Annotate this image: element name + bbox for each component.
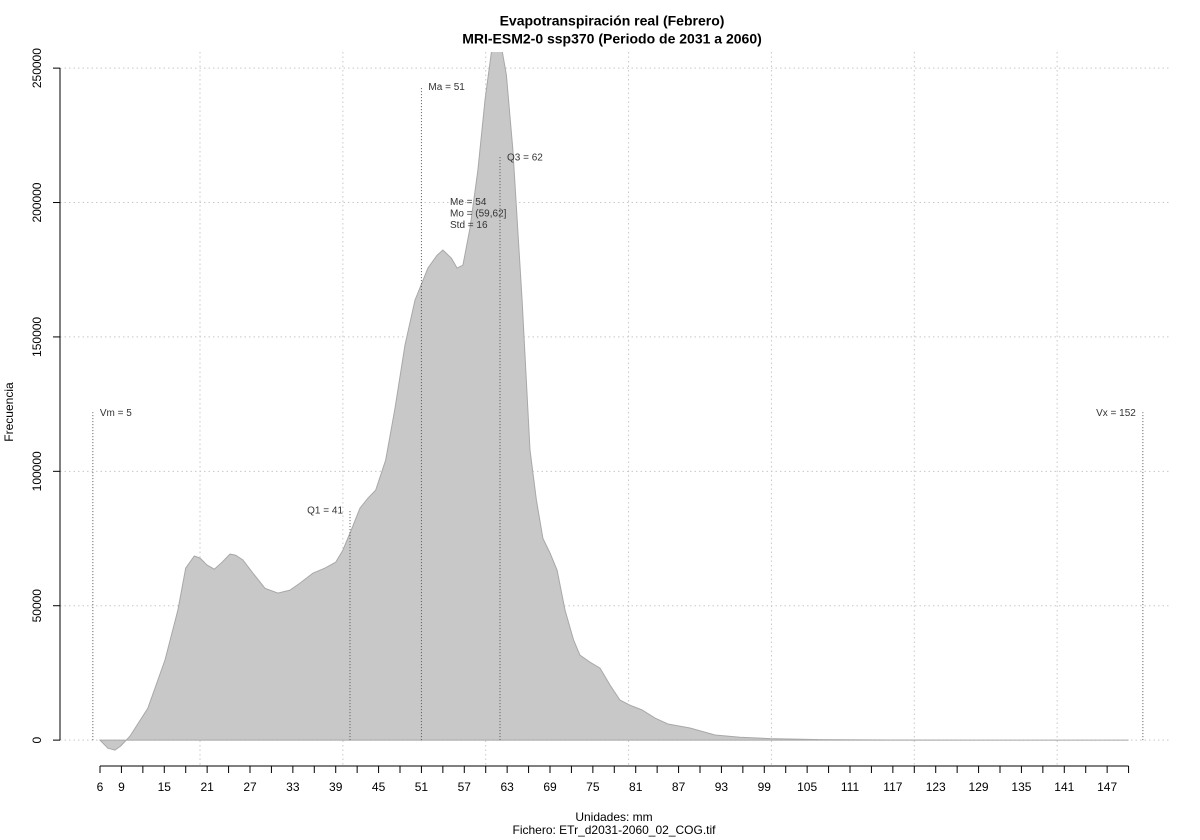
stats-label: Mo = (59,62]	[450, 209, 507, 220]
x-tick-label: 105	[797, 780, 817, 794]
chart-title: Evapotranspiración real (Febrero)	[500, 13, 725, 29]
x-tick-label: 93	[715, 780, 729, 794]
annotation-label: Q1 = 41	[307, 506, 343, 517]
x-tick-label: 81	[629, 780, 643, 794]
annotation-label: Vm = 5	[100, 408, 132, 419]
y-tick-label: 150000	[30, 317, 44, 357]
x-tick-label: 6	[97, 780, 104, 794]
x-tick-label: 123	[926, 780, 946, 794]
y-axis-label: Frecuencia	[2, 382, 16, 442]
x-tick-label: 111	[841, 780, 860, 794]
y-tick-label: 200000	[30, 182, 44, 222]
x-tick-label: 15	[158, 780, 172, 794]
plot-area	[98, 52, 1129, 751]
chart-title: MRI-ESM2-0 ssp370 (Periodo de 2031 a 206…	[462, 31, 762, 47]
x-tick-label: 39	[329, 780, 343, 794]
x-tick-label: 117	[883, 780, 902, 794]
x-tick-label: 27	[243, 780, 257, 794]
x-tick-label: 75	[586, 780, 600, 794]
y-tick-label: 50000	[30, 589, 44, 623]
x-tick-label: 57	[458, 780, 472, 794]
x-axis-label: Unidades: mm	[575, 810, 652, 824]
y-tick-label: 250000	[30, 48, 44, 88]
stats-label: Std = 16	[450, 220, 488, 231]
x-tick-label: 51	[415, 780, 429, 794]
x-tick-label: 45	[372, 780, 386, 794]
x-tick-label: 135	[1011, 780, 1031, 794]
y-tick-label: 0	[30, 736, 44, 743]
x-tick-label: 21	[200, 780, 214, 794]
annotation-label: Q3 = 62	[507, 153, 543, 164]
x-tick-label: 99	[758, 780, 772, 794]
x-tick-label: 87	[672, 780, 686, 794]
y-tick-label: 100000	[30, 451, 44, 491]
stats-label: Me = 54	[450, 197, 487, 208]
x-tick-label: 69	[543, 780, 557, 794]
subtitle: Fichero: ETr_d2031-2060_02_COG.tif	[513, 823, 717, 837]
x-tick-label: 63	[500, 780, 514, 794]
x-tick-label: 141	[1054, 780, 1074, 794]
x-tick-label: 147	[1097, 780, 1117, 794]
x-tick-label: 129	[969, 780, 989, 794]
annotation-label: Ma = 51	[428, 82, 465, 93]
x-tick-label: 9	[118, 780, 125, 794]
annotation-label: Vx = 152	[1096, 408, 1136, 419]
x-tick-label: 33	[286, 780, 300, 794]
density-area	[98, 52, 1129, 751]
